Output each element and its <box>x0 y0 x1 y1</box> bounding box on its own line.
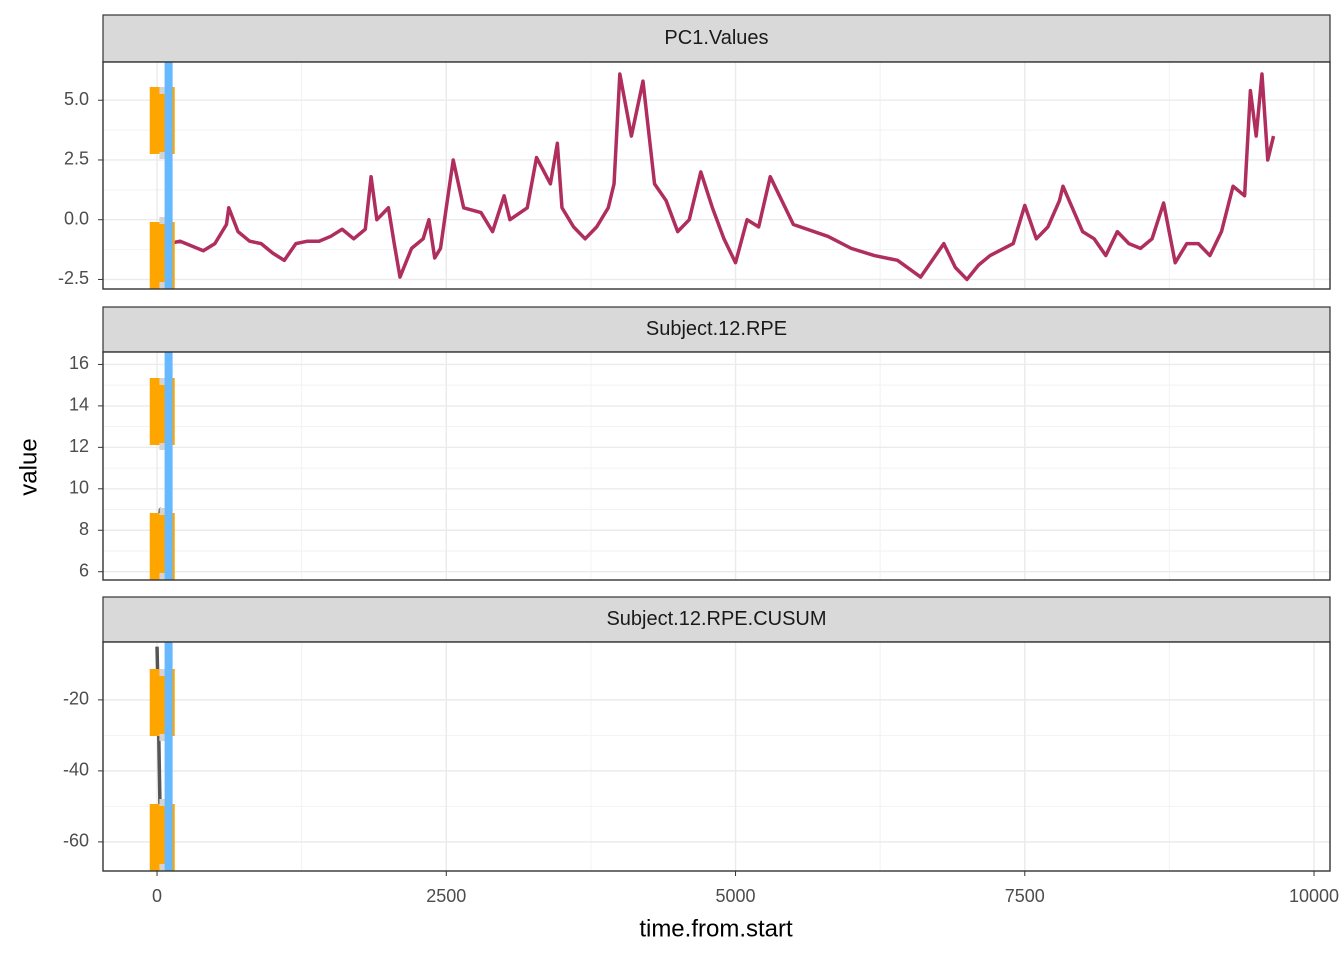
strip <box>102 596 1331 643</box>
strip <box>102 14 1331 63</box>
x-tick-label: 7500 <box>1005 886 1045 906</box>
strip <box>102 306 1331 353</box>
y-tick-label: 14 <box>69 395 89 415</box>
strip-title: Subject.12.RPE.CUSUM <box>606 608 826 630</box>
panel-border <box>102 61 1331 290</box>
y-tick-label: -20 <box>63 689 89 709</box>
x-tick-label: 0 <box>152 886 162 906</box>
y-axis-label: value <box>15 438 42 495</box>
panel <box>103 642 1330 871</box>
x-tick-label: 2500 <box>426 886 466 906</box>
panel <box>103 62 1330 289</box>
data-line <box>168 72 1276 282</box>
panel-border <box>102 351 1331 581</box>
panel <box>103 352 1330 580</box>
y-tick-label: -40 <box>63 760 89 780</box>
y-tick-label: 0.0 <box>64 208 89 228</box>
y-tick-label: 16 <box>69 353 89 373</box>
y-tick-label: 8 <box>79 519 89 539</box>
strip-title: PC1.Values <box>664 27 768 49</box>
y-tick-label: 5.0 <box>64 89 89 109</box>
panel-border <box>102 641 1331 872</box>
x-tick-label: 5000 <box>716 886 756 906</box>
strip-title: Subject.12.RPE <box>646 318 787 340</box>
x-axis-label: time.from.start <box>639 915 793 942</box>
panel-background <box>103 352 1330 580</box>
y-tick-label: -2.5 <box>58 268 89 288</box>
x-tick-label: 10000 <box>1289 886 1339 906</box>
y-tick-label: 2.5 <box>64 149 89 169</box>
y-tick-label: 10 <box>69 478 89 498</box>
y-tick-label: -60 <box>63 831 89 851</box>
y-tick-label: 12 <box>69 436 89 456</box>
panel-background <box>103 642 1330 871</box>
y-tick-label: 6 <box>79 560 89 580</box>
